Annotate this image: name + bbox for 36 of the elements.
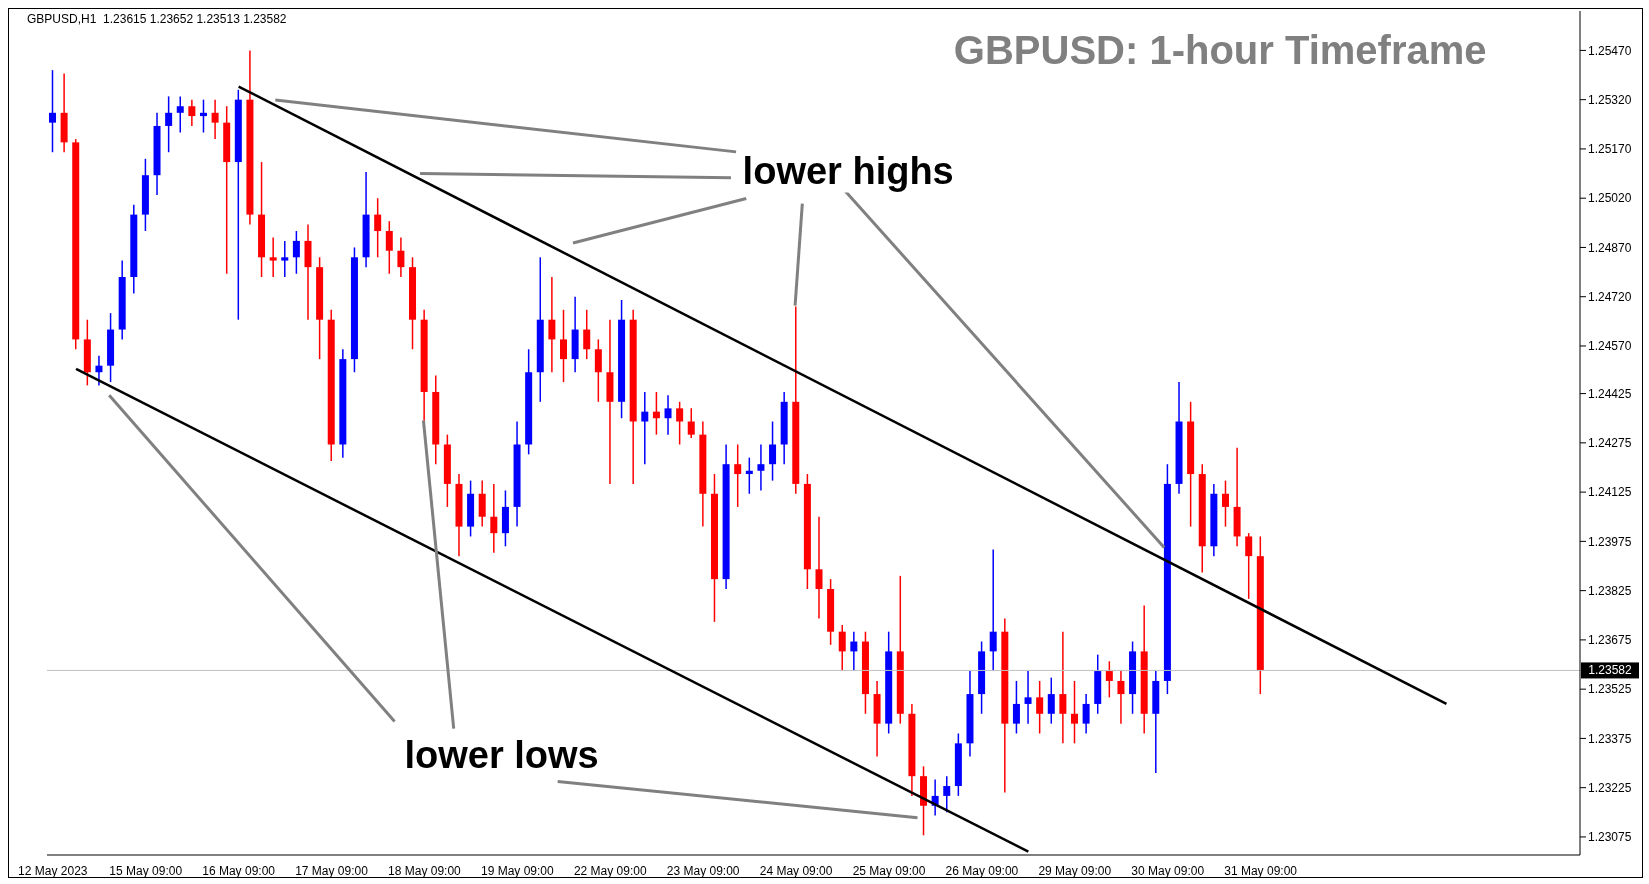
x-tick-label: 30 May 09:00: [1131, 864, 1205, 878]
x-tick-label: 31 May 09:00: [1224, 864, 1298, 878]
annotation: lower lows: [400, 733, 603, 777]
y-tick-label: 1.23675: [1588, 633, 1632, 648]
x-tick-label: 24 May 09:00: [759, 864, 833, 878]
y-tick-label: 1.24870: [1588, 240, 1632, 255]
annotation: GBPUSD,H1 1.23615 1.23652 1.23513 1.23582: [27, 12, 287, 26]
x-tick-label: 22 May 09:00: [573, 864, 647, 878]
y-tick-label: 1.24275: [1588, 436, 1632, 451]
y-tick-label: 1.25170: [1588, 142, 1632, 157]
y-tick-label: 1.24570: [1588, 339, 1632, 354]
y-tick-label: 1.24720: [1588, 289, 1632, 304]
y-tick-label: 1.23075: [1588, 830, 1632, 845]
x-tick-label: 19 May 09:00: [480, 864, 555, 878]
y-tick-label: 1.23825: [1588, 583, 1632, 598]
chart-title: GBPUSD: 1-hour Timeframe: [953, 27, 1487, 73]
y-tick-label: 1.25470: [1588, 43, 1632, 58]
x-tick-label: 15 May 09:00: [109, 864, 183, 878]
y-tick-label: 1.23225: [1588, 780, 1632, 795]
x-tick-label: 17 May 09:00: [295, 864, 369, 878]
x-tick-label: 23 May 09:00: [666, 864, 740, 878]
x-tick-label: 16 May 09:00: [202, 864, 276, 878]
ref-line-label: 1.23582: [1588, 663, 1633, 678]
y-tick-label: 1.23975: [1588, 534, 1632, 549]
y-tick-label: 1.25320: [1588, 92, 1632, 107]
y-tick-label: 1.24125: [1588, 485, 1632, 500]
x-tick-label: 26 May 09:00: [945, 864, 1019, 878]
y-tick-label: 1.23375: [1588, 731, 1632, 746]
annotation: lower highs: [738, 149, 958, 193]
x-tick-label: 18 May 09:00: [388, 864, 462, 878]
y-tick-label: 1.23525: [1588, 682, 1632, 697]
y-tick-label: 1.24425: [1588, 386, 1632, 401]
x-tick-label: 29 May 09:00: [1038, 864, 1112, 878]
x-tick-label: 12 May 2023: [18, 864, 88, 878]
y-tick-label: 1.25020: [1588, 191, 1632, 206]
x-tick-label: 25 May 09:00: [852, 864, 926, 878]
